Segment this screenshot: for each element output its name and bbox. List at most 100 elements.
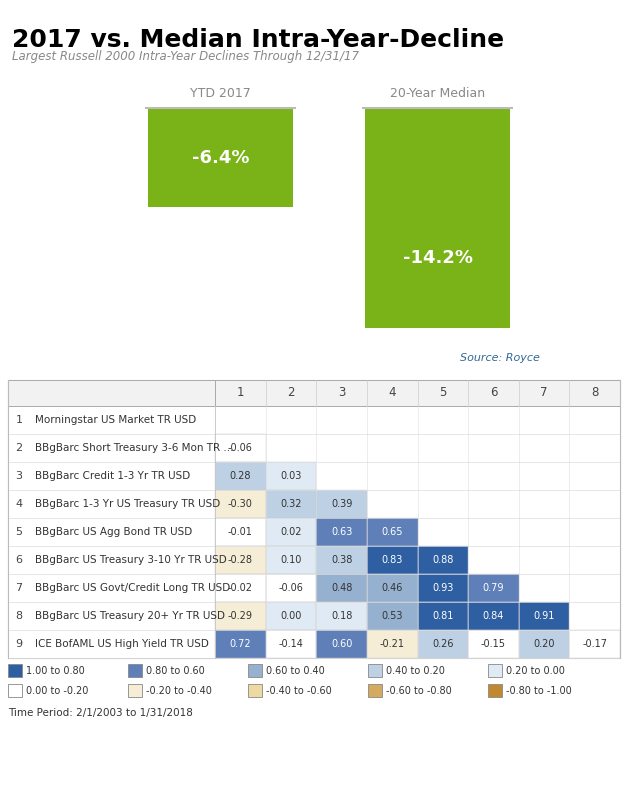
- Bar: [519, 630, 570, 658]
- Text: 0.00: 0.00: [280, 611, 301, 621]
- Text: 0.10: 0.10: [280, 555, 301, 565]
- Text: 6: 6: [16, 555, 23, 565]
- Text: 0.91: 0.91: [533, 611, 555, 621]
- Text: 8: 8: [591, 386, 598, 400]
- Bar: [8, 380, 620, 658]
- Text: 0.00 to -0.20: 0.00 to -0.20: [26, 685, 89, 696]
- Text: -0.15: -0.15: [481, 639, 506, 649]
- Bar: [128, 664, 142, 677]
- Bar: [365, 108, 510, 328]
- Text: -0.40 to -0.60: -0.40 to -0.60: [266, 685, 332, 696]
- Bar: [266, 602, 317, 630]
- Text: -0.60 to -0.80: -0.60 to -0.80: [386, 685, 452, 696]
- Bar: [418, 630, 468, 658]
- Text: 0.72: 0.72: [229, 639, 251, 649]
- Text: 0.48: 0.48: [331, 583, 352, 593]
- Bar: [215, 434, 266, 462]
- Text: BBgBarc US Agg Bond TR USD: BBgBarc US Agg Bond TR USD: [35, 527, 192, 537]
- Text: 0.38: 0.38: [331, 555, 352, 565]
- Bar: [317, 630, 367, 658]
- Bar: [215, 462, 266, 490]
- Text: -0.29: -0.29: [228, 611, 253, 621]
- Bar: [8, 490, 620, 518]
- Bar: [368, 684, 382, 697]
- Text: YTD 2017: YTD 2017: [190, 87, 251, 100]
- Text: 0.26: 0.26: [432, 639, 453, 649]
- Bar: [317, 518, 367, 546]
- Text: -6.4%: -6.4%: [192, 148, 249, 167]
- Text: -14.2%: -14.2%: [403, 249, 472, 267]
- Bar: [488, 684, 502, 697]
- Bar: [8, 380, 620, 406]
- Text: BBgBarc 1-3 Yr US Treasury TR USD: BBgBarc 1-3 Yr US Treasury TR USD: [35, 499, 220, 509]
- Text: -0.02: -0.02: [228, 583, 253, 593]
- Bar: [8, 684, 22, 697]
- Text: 4: 4: [16, 499, 23, 509]
- Bar: [148, 108, 293, 207]
- Text: -0.06: -0.06: [228, 443, 252, 453]
- Text: Morningstar US Market TR USD: Morningstar US Market TR USD: [35, 415, 196, 425]
- Text: 0.02: 0.02: [280, 527, 301, 537]
- Text: 1: 1: [16, 415, 23, 425]
- Text: -0.21: -0.21: [380, 639, 404, 649]
- Text: 0.20 to 0.00: 0.20 to 0.00: [506, 666, 565, 675]
- Bar: [215, 602, 266, 630]
- Bar: [215, 630, 266, 658]
- Text: 0.60 to 0.40: 0.60 to 0.40: [266, 666, 325, 675]
- Text: BBgBarc US Treasury 20+ Yr TR USD: BBgBarc US Treasury 20+ Yr TR USD: [35, 611, 225, 621]
- Text: 0.93: 0.93: [432, 583, 453, 593]
- Text: BBgBarc US Govt/Credit Long TR USD: BBgBarc US Govt/Credit Long TR USD: [35, 583, 230, 593]
- Text: 0.32: 0.32: [280, 499, 301, 509]
- Text: 0.53: 0.53: [381, 611, 403, 621]
- Text: 0.79: 0.79: [483, 583, 504, 593]
- Text: 5: 5: [16, 527, 23, 537]
- Text: 2017 vs. Median Intra-Year-Decline: 2017 vs. Median Intra-Year-Decline: [12, 28, 504, 52]
- Bar: [8, 664, 22, 677]
- Text: -0.01: -0.01: [228, 527, 252, 537]
- Bar: [317, 546, 367, 574]
- Text: 0.88: 0.88: [432, 555, 453, 565]
- Text: Largest Russell 2000 Intra-Year Declines Through 12/31/17: Largest Russell 2000 Intra-Year Declines…: [12, 50, 359, 63]
- Bar: [488, 664, 502, 677]
- Bar: [266, 490, 317, 518]
- Bar: [418, 546, 468, 574]
- Text: -0.80 to -1.00: -0.80 to -1.00: [506, 685, 571, 696]
- Bar: [8, 518, 620, 546]
- Bar: [215, 490, 266, 518]
- Text: 8: 8: [16, 611, 23, 621]
- Bar: [317, 574, 367, 602]
- Text: Source: Royce: Source: Royce: [460, 353, 540, 363]
- Text: 4: 4: [389, 386, 396, 400]
- Bar: [468, 630, 519, 658]
- Bar: [317, 490, 367, 518]
- Bar: [418, 574, 468, 602]
- Text: 0.40 to 0.20: 0.40 to 0.20: [386, 666, 445, 675]
- Bar: [215, 518, 266, 546]
- Bar: [367, 630, 418, 658]
- Bar: [367, 602, 418, 630]
- Text: ICE BofAML US High Yield TR USD: ICE BofAML US High Yield TR USD: [35, 639, 209, 649]
- Bar: [8, 406, 620, 434]
- Text: 2: 2: [16, 443, 23, 453]
- Text: 0.28: 0.28: [230, 471, 251, 481]
- Bar: [266, 630, 317, 658]
- Text: -0.06: -0.06: [278, 583, 303, 593]
- Text: 0.03: 0.03: [280, 471, 301, 481]
- Text: 1: 1: [237, 386, 244, 400]
- Bar: [8, 602, 620, 630]
- Bar: [367, 546, 418, 574]
- Text: 2: 2: [287, 386, 295, 400]
- Text: 3: 3: [338, 386, 345, 400]
- Text: 0.84: 0.84: [483, 611, 504, 621]
- Bar: [367, 518, 418, 546]
- Bar: [8, 462, 620, 490]
- Text: -0.20 to -0.40: -0.20 to -0.40: [146, 685, 212, 696]
- Text: 5: 5: [439, 386, 447, 400]
- Text: 3: 3: [16, 471, 23, 481]
- Text: -0.30: -0.30: [228, 499, 252, 509]
- Bar: [570, 630, 620, 658]
- Text: 0.18: 0.18: [331, 611, 352, 621]
- Text: 0.39: 0.39: [331, 499, 352, 509]
- Bar: [215, 574, 266, 602]
- Bar: [368, 664, 382, 677]
